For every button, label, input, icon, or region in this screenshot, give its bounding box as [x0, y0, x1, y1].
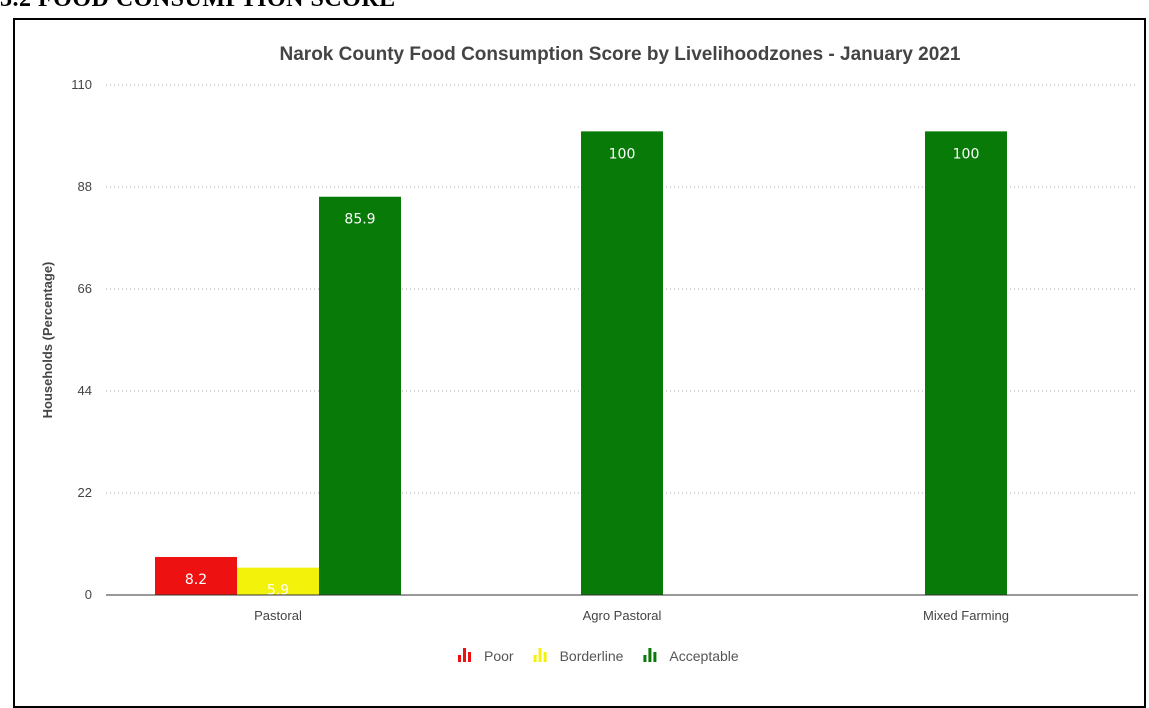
legend-swatch — [468, 652, 471, 662]
legend-swatch — [463, 648, 466, 662]
legend-swatch — [543, 652, 547, 662]
legend-swatch — [533, 655, 537, 662]
x-axis-ticks: Pastoral Agro Pastoral Mixed Farming — [254, 608, 1009, 623]
x-tick-label: Pastoral — [254, 608, 302, 623]
data-label: 5.9 — [267, 583, 289, 599]
y-tick-label: 110 — [71, 77, 92, 92]
bar-borderline — [237, 567, 319, 595]
legend-label: Poor — [484, 648, 514, 664]
chart-title: Narok County Food Consumption Score by L… — [280, 44, 961, 65]
y-axis-ticks: 0 22 44 66 88 110 — [71, 77, 92, 602]
legend-swatch — [458, 655, 461, 662]
y-tick-label: 22 — [78, 485, 92, 500]
x-tick-label: Agro Pastoral — [583, 608, 662, 623]
legend-swatch — [538, 648, 542, 662]
data-label: 85.9 — [344, 212, 375, 228]
data-label: 100 — [609, 146, 636, 162]
legend-item-borderline: Borderline — [533, 648, 624, 664]
y-axis-label: Households (Percentage) — [40, 262, 55, 419]
legend-label: Borderline — [560, 648, 624, 664]
bars: 8.2 5.9 85.9 100 100 — [155, 131, 1007, 599]
y-tick-label: 0 — [85, 587, 92, 602]
bar-acceptable — [319, 196, 401, 595]
data-label: 100 — [953, 146, 980, 162]
legend-swatch — [653, 652, 657, 662]
legend-label: Acceptable — [669, 648, 738, 664]
bar-acceptable — [581, 131, 663, 595]
legend-item-poor: Poor — [458, 648, 514, 664]
legend-swatch — [643, 655, 647, 662]
x-tick-label: Mixed Farming — [923, 608, 1009, 623]
legend: Poor Borderline Acceptable — [458, 648, 739, 664]
bar-poor — [155, 556, 237, 595]
bar-acceptable — [925, 131, 1007, 595]
document-heading: 3.2 FOOD CONSUMPTION SCORE — [0, 0, 396, 13]
legend-item-acceptable: Acceptable — [643, 648, 739, 664]
legend-swatch — [648, 648, 652, 662]
y-tick-label: 44 — [78, 383, 92, 398]
data-label: 8.2 — [185, 572, 207, 588]
y-tick-label: 88 — [78, 179, 92, 194]
y-tick-label: 66 — [78, 281, 92, 296]
